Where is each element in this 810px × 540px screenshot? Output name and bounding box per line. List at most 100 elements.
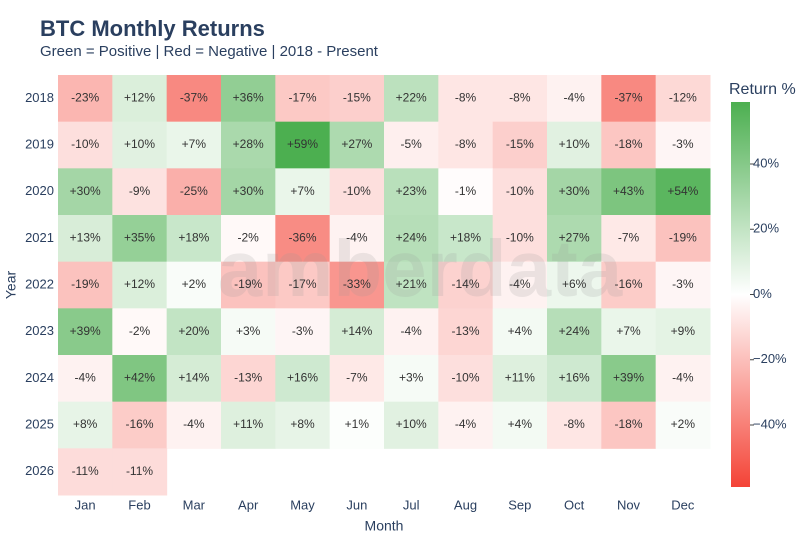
x-tick-label: Oct	[564, 497, 585, 512]
cell-label: +2%	[671, 417, 696, 431]
heatmap-cell	[438, 355, 494, 403]
cell-label: +10%	[124, 137, 155, 151]
cell-label: +8%	[73, 417, 98, 431]
cell-label: -18%	[614, 417, 642, 431]
cell-label: -4%	[509, 277, 531, 291]
cell-label: +24%	[559, 324, 590, 338]
heatmap-cell	[58, 168, 113, 216]
cell-label: +18%	[450, 231, 481, 245]
cell-label: -4%	[672, 371, 694, 385]
cell-label: +54%	[667, 184, 698, 198]
cell-label: +59%	[287, 137, 318, 151]
x-tick-label: Nov	[617, 497, 641, 512]
heatmap-cell	[384, 261, 439, 309]
heatmap-cell	[492, 121, 548, 169]
cell-label: +12%	[124, 91, 155, 105]
heatmap-cell	[275, 75, 331, 123]
y-tick-label: 2020	[25, 183, 54, 198]
cell-label: -2%	[237, 231, 259, 245]
heatmap-cell	[112, 121, 168, 169]
heatmap-cell	[221, 401, 276, 449]
y-tick-label: 2024	[25, 370, 54, 385]
heatmap-cell	[547, 401, 602, 449]
cell-label: -9%	[129, 184, 151, 198]
cell-label: -4%	[455, 417, 477, 431]
heatmap-cell	[58, 401, 113, 449]
cell-label: -25%	[180, 184, 208, 198]
cell-label: -13%	[234, 371, 262, 385]
heatmap-cell	[384, 215, 439, 263]
heatmap-cell	[601, 355, 657, 403]
cell-label: -4%	[346, 231, 368, 245]
heatmap-cell	[275, 355, 331, 403]
heatmap-cell	[112, 308, 168, 356]
cell-label: -10%	[451, 371, 479, 385]
chart-subtitle: Green = Positive | Red = Negative | 2018…	[40, 43, 379, 60]
cell-label: +11%	[505, 371, 535, 385]
x-tick-label: Mar	[183, 497, 206, 512]
x-tick-label: Jan	[75, 497, 96, 512]
cell-label: +39%	[613, 371, 644, 385]
y-axis-title: Year	[3, 271, 19, 300]
cell-label: -19%	[234, 277, 262, 291]
heatmap-cell	[655, 355, 711, 403]
heatmap-cell	[438, 75, 494, 123]
cell-label: +36%	[233, 91, 264, 105]
y-tick-label: 2026	[25, 463, 54, 478]
cell-label: +35%	[124, 231, 155, 245]
heatmap-cell	[547, 75, 602, 123]
heatmap-cell	[655, 75, 711, 123]
heatmap-cell	[58, 215, 113, 263]
cell-label: +8%	[290, 417, 315, 431]
heatmap-cell	[112, 168, 168, 216]
heatmap-cell	[58, 75, 113, 123]
heatmap-cell	[112, 261, 168, 309]
cell-label: -37%	[614, 91, 642, 105]
cell-label: +7%	[182, 137, 207, 151]
heatmap-cell	[438, 121, 494, 169]
cell-label: -4%	[183, 417, 205, 431]
cell-label: +4%	[508, 417, 533, 431]
heatmap-cell	[384, 168, 439, 216]
cell-label: +14%	[178, 371, 209, 385]
heatmap-cell	[601, 75, 657, 123]
cell-label: -3%	[292, 324, 314, 338]
heatmap-cell	[547, 121, 602, 169]
cell-label: +3%	[399, 371, 424, 385]
heatmap-cell	[438, 401, 494, 449]
x-tick-label: Sep	[508, 497, 531, 512]
cell-label: -4%	[74, 371, 96, 385]
cell-label: +13%	[70, 231, 101, 245]
heatmap-cell	[221, 261, 276, 309]
heatmap-cell	[275, 261, 331, 309]
heatmap-cell	[384, 355, 439, 403]
heatmap-cell	[166, 261, 222, 309]
cell-label: +21%	[396, 277, 427, 291]
cell-label: -5%	[400, 137, 422, 151]
cell-label: +2%	[182, 277, 207, 291]
heatmap-cell	[655, 401, 711, 449]
heatmap-cell	[601, 308, 657, 356]
heatmap-cell	[438, 168, 494, 216]
heatmap-cell	[166, 215, 222, 263]
cell-label: +7%	[290, 184, 315, 198]
cell-label: +30%	[70, 184, 101, 198]
heatmap-cell	[492, 355, 548, 403]
cell-label: -15%	[506, 137, 534, 151]
colorbar-tick-label: 20%	[753, 221, 779, 236]
cell-label: -3%	[672, 277, 694, 291]
heatmap-cell	[221, 121, 276, 169]
cell-label: +10%	[559, 137, 590, 151]
heatmap-cell	[601, 215, 657, 263]
y-tick-label: 2019	[25, 136, 54, 151]
heatmap-cell	[329, 215, 385, 263]
heatmap-cell	[384, 308, 439, 356]
cell-label: +16%	[287, 371, 318, 385]
colorbar-tick-label: −20%	[753, 351, 787, 366]
heatmap-cell	[58, 261, 113, 309]
cell-label: -23%	[71, 91, 99, 105]
heatmap-cell	[492, 168, 548, 216]
chart-title: BTC Monthly Returns	[40, 16, 265, 41]
x-tick-label: Aug	[454, 497, 477, 512]
cell-label: -3%	[672, 137, 694, 151]
